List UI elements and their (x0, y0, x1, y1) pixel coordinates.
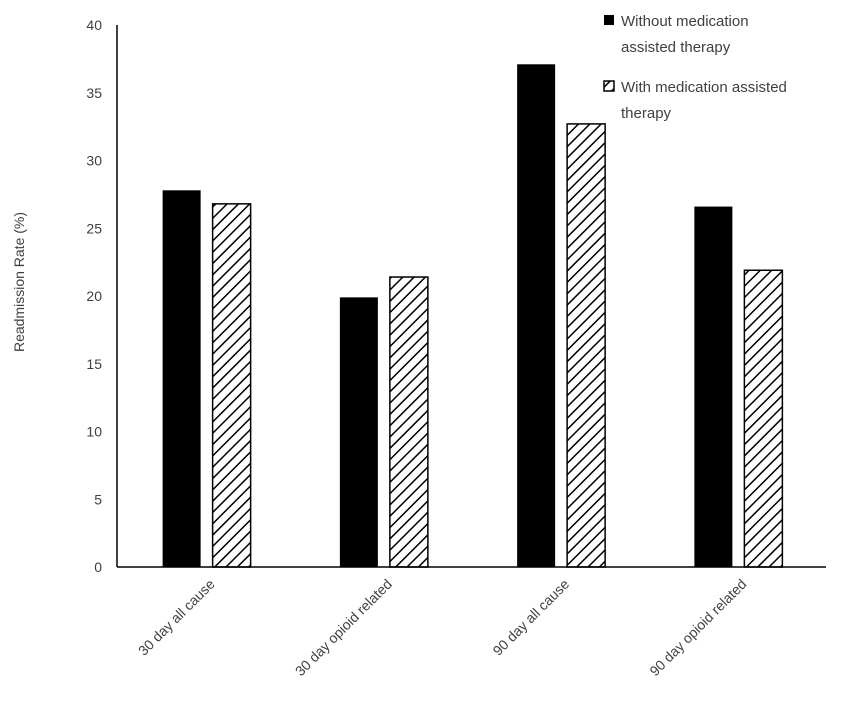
bar-with-mat (743, 269, 784, 568)
legend: Without medication assisted therapy With… (603, 13, 787, 122)
legend-label-with-line2: therapy (621, 105, 672, 122)
bar-with-mat (389, 276, 429, 568)
legend-item-with-mat: With medication assisted therapy (603, 79, 787, 122)
y-tick-label: 15 (86, 356, 102, 372)
y-tick-label: 5 (94, 491, 102, 507)
bars (162, 64, 784, 568)
bar-with-mat (566, 123, 606, 568)
bar-without-mat (694, 206, 733, 567)
legend-label-with-line1: With medication assisted (621, 79, 787, 96)
y-tick-label: 35 (86, 85, 102, 101)
y-axis: 0 5 10 15 20 25 30 35 40 (86, 17, 118, 575)
y-tick-label: 20 (86, 288, 102, 304)
bar-with-mat (211, 203, 252, 568)
x-axis: 30 day all cause 30 day opioid related 90 … (117, 566, 826, 679)
y-axis-title: Readmission Rate (%) (11, 212, 27, 352)
bar-without-mat (339, 297, 378, 567)
legend-label-without-line2: assisted therapy (621, 39, 731, 56)
bar-without-mat (162, 190, 201, 567)
x-tick-label: 90 day all cause (489, 576, 572, 659)
y-tick-label: 0 (94, 559, 102, 575)
y-tick-label: 40 (86, 17, 102, 33)
legend-swatch-hatched (603, 80, 615, 92)
legend-label-without-line1: Without medication (621, 13, 749, 30)
y-tick-label: 25 (86, 220, 102, 236)
legend-swatch-solid (604, 15, 614, 25)
y-tick-label: 30 (86, 153, 102, 169)
bar-without-mat (517, 64, 556, 568)
x-tick-label: 30 day all cause (135, 576, 218, 659)
x-tick-label: 90 day opioid related (646, 576, 749, 679)
y-tick-label: 10 (86, 424, 102, 440)
x-tick-label: 30 day opioid related (292, 576, 395, 679)
legend-item-without-mat: Without medication assisted therapy (604, 13, 749, 56)
